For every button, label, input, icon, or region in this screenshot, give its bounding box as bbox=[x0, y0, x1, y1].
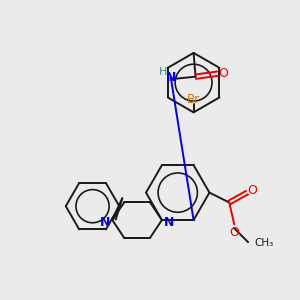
Text: O: O bbox=[247, 184, 257, 197]
Text: O: O bbox=[218, 67, 228, 80]
Text: N: N bbox=[166, 71, 176, 84]
Text: N: N bbox=[164, 215, 174, 229]
Text: N: N bbox=[100, 215, 111, 229]
Text: O: O bbox=[229, 226, 239, 239]
Text: Br: Br bbox=[187, 93, 200, 106]
Text: H: H bbox=[159, 67, 167, 77]
Text: CH₃: CH₃ bbox=[254, 238, 273, 248]
